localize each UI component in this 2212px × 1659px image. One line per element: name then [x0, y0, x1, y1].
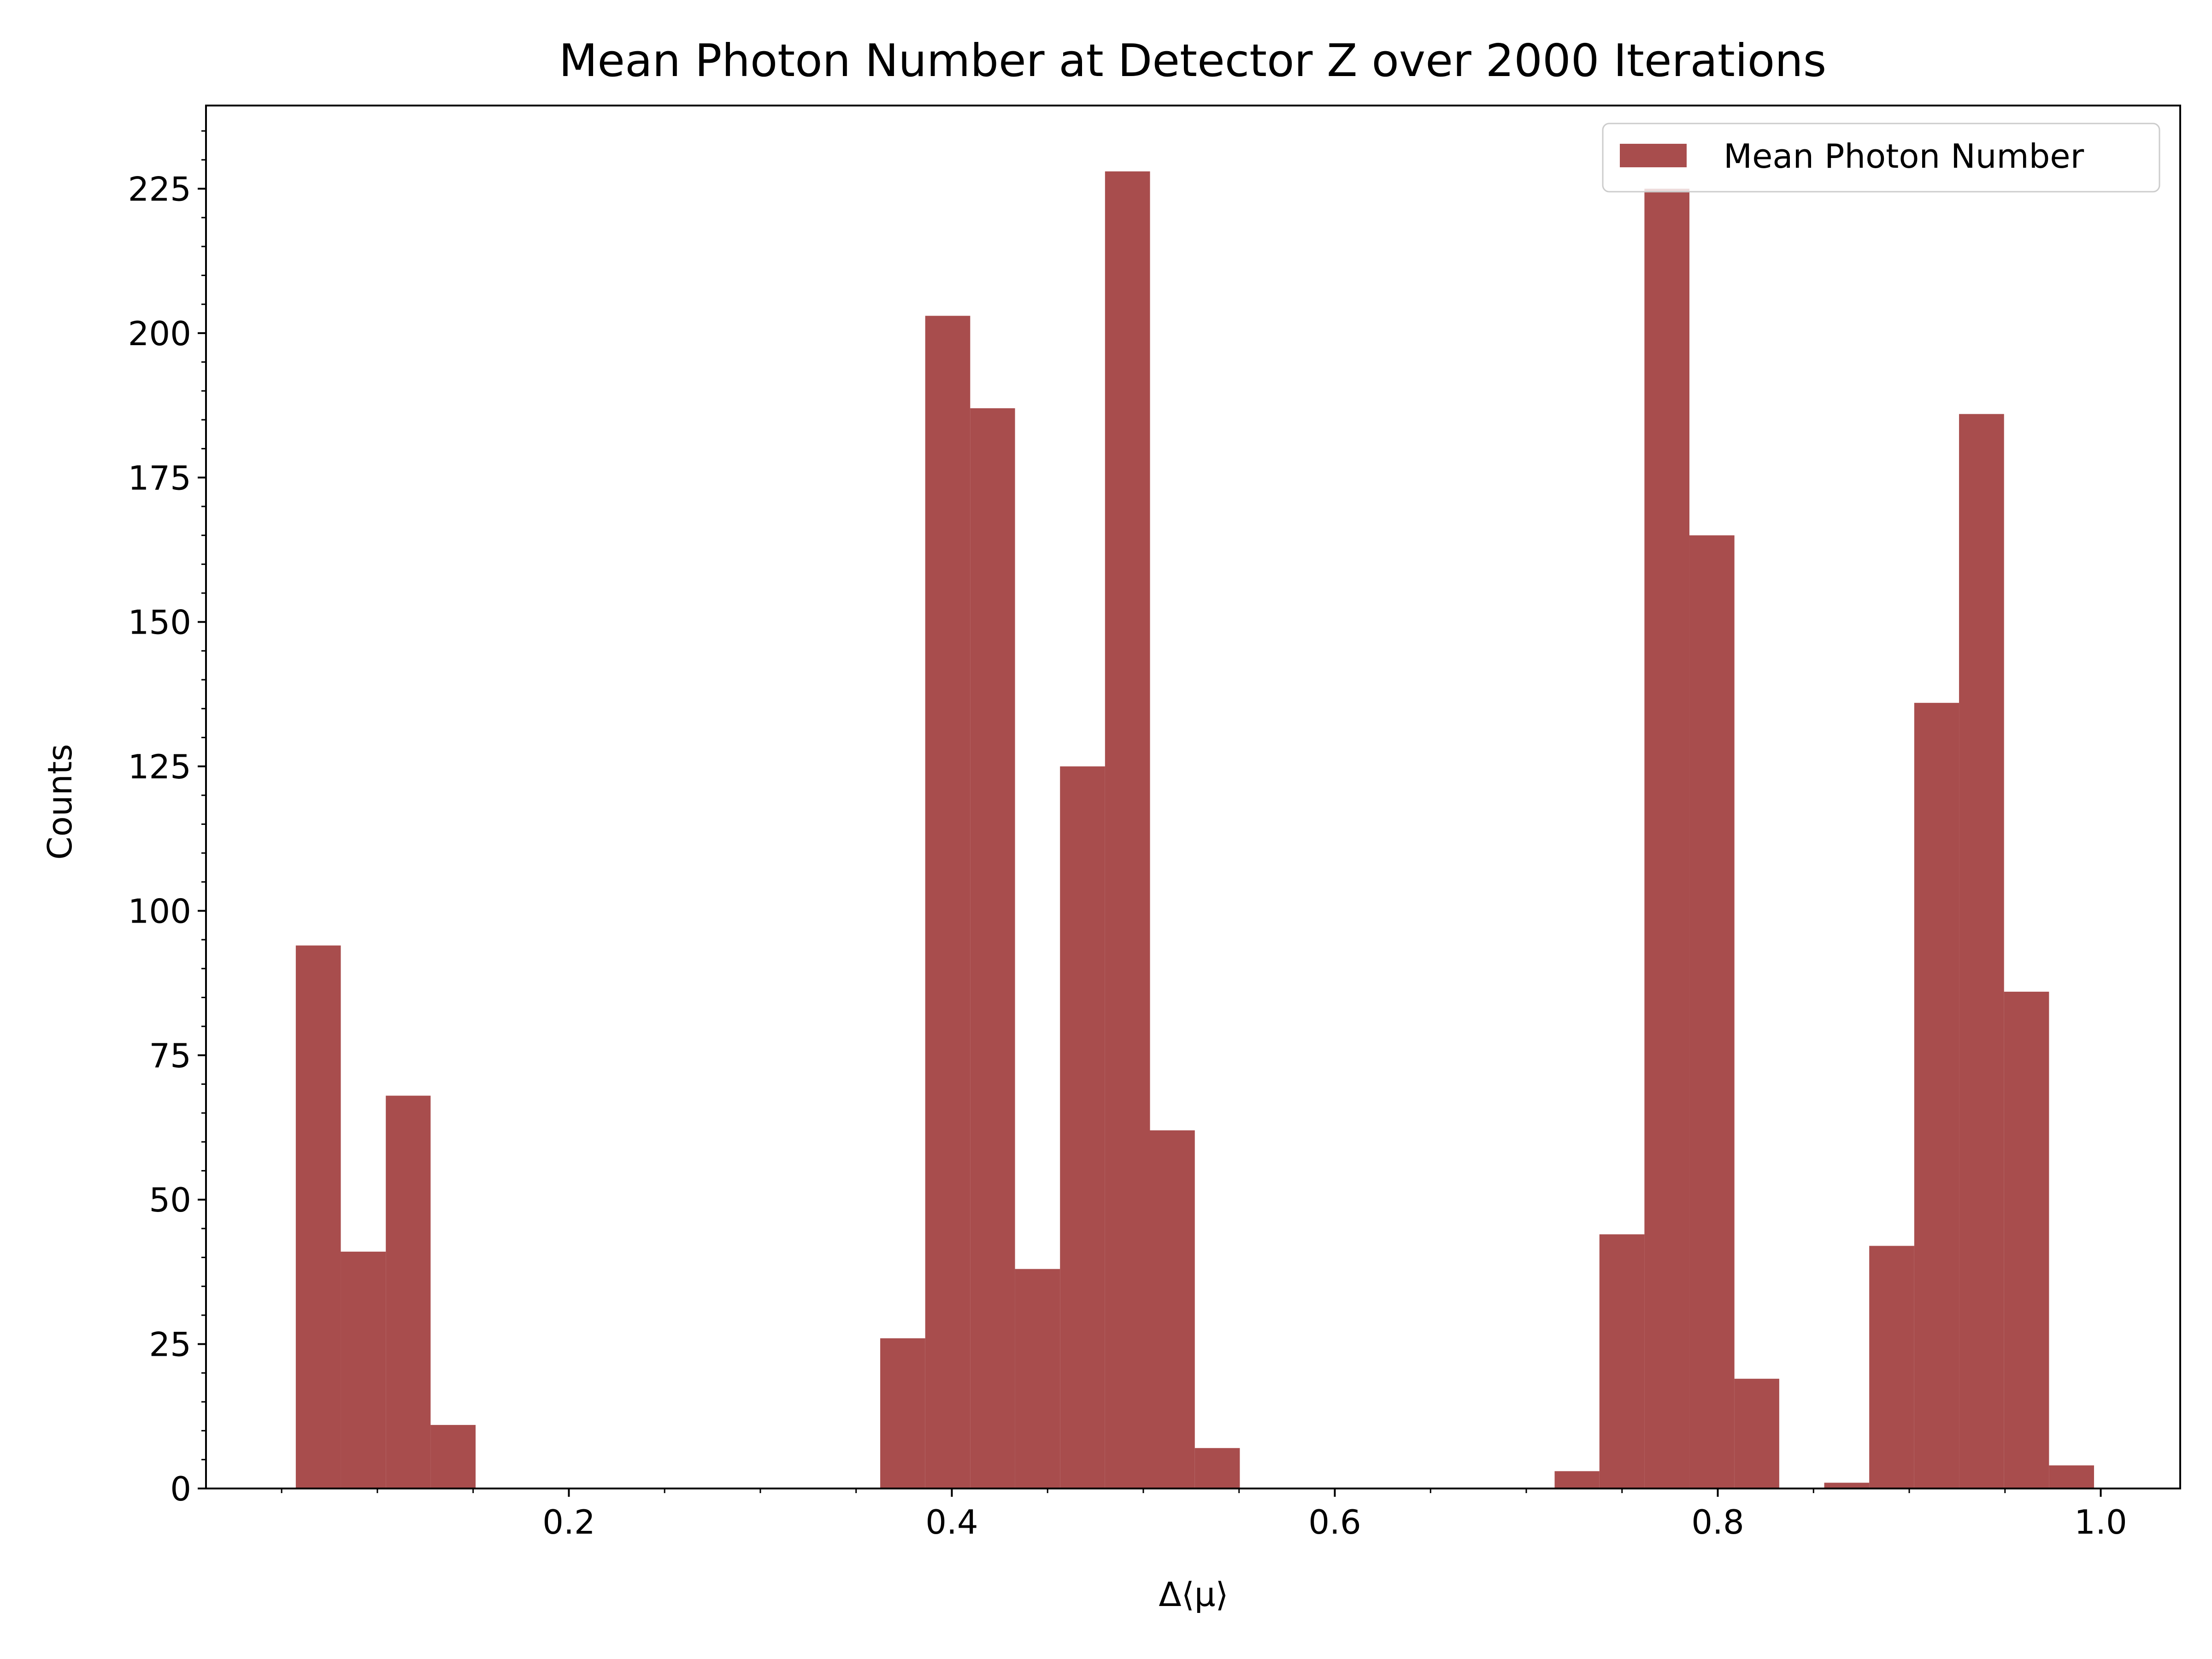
histogram-bar	[1105, 171, 1150, 1488]
y-axis-label: Counts	[41, 744, 79, 859]
histogram-bar	[2004, 991, 2049, 1488]
histogram-bar	[1599, 1234, 1645, 1488]
x-tick-label: 0.2	[542, 1503, 595, 1541]
histogram-bar	[1824, 1483, 1870, 1488]
x-tick-label: 1.0	[2074, 1503, 2127, 1541]
y-tick-label: 225	[128, 170, 191, 209]
x-tick-label: 0.6	[1308, 1503, 1361, 1541]
legend: Mean Photon Number	[1602, 123, 2160, 193]
bars	[295, 171, 2094, 1489]
y-tick-label: 200	[128, 314, 191, 353]
histogram-bar	[1869, 1246, 1914, 1488]
histogram-bar	[1914, 703, 1959, 1488]
histogram-bar	[1194, 1448, 1240, 1488]
y-tick-label: 50	[149, 1181, 191, 1219]
histogram-bar	[970, 408, 1015, 1489]
x-axis-label: Δ⟨μ⟩	[1159, 1575, 1228, 1614]
histogram-bar	[1554, 1471, 1600, 1488]
histogram-bar	[295, 945, 341, 1488]
y-tick-label: 75	[149, 1036, 191, 1075]
histogram-bar	[1734, 1378, 1779, 1488]
legend-box	[1602, 123, 2160, 193]
histogram-bar	[2049, 1465, 2094, 1488]
x-axis-ticks: 0.2 0.4 0.6 0.8 1.0	[281, 1488, 2127, 1541]
x-tick-label: 0.4	[925, 1503, 978, 1541]
legend-swatch	[1620, 144, 1687, 167]
histogram-bar	[1150, 1130, 1195, 1488]
legend-label: Mean Photon Number	[1724, 137, 2084, 176]
y-tick-label: 100	[128, 892, 191, 930]
histogram-bar	[1015, 1269, 1060, 1488]
y-axis-ticks: 0 25 50 75 100 125 150 175 200 225	[128, 130, 206, 1508]
histogram-bar	[925, 316, 971, 1488]
chart-title: Mean Photon Number at Detector Z over 20…	[559, 35, 1827, 87]
y-tick-label: 0	[170, 1470, 191, 1508]
histogram-bar	[386, 1095, 431, 1488]
histogram-bar	[1060, 766, 1105, 1488]
histogram-bar	[1959, 414, 2004, 1488]
x-tick-label: 0.8	[1691, 1503, 1744, 1541]
histogram-bar	[1689, 535, 1735, 1488]
histogram-bar	[1644, 188, 1690, 1489]
y-tick-label: 125	[128, 747, 191, 786]
histogram-bar	[880, 1338, 925, 1488]
y-tick-label: 175	[128, 459, 191, 497]
plot-frame	[205, 105, 2181, 1489]
histogram-bar	[430, 1425, 476, 1488]
y-tick-label: 25	[149, 1325, 191, 1364]
histogram-bar	[341, 1252, 386, 1488]
y-tick-label: 150	[128, 603, 191, 642]
